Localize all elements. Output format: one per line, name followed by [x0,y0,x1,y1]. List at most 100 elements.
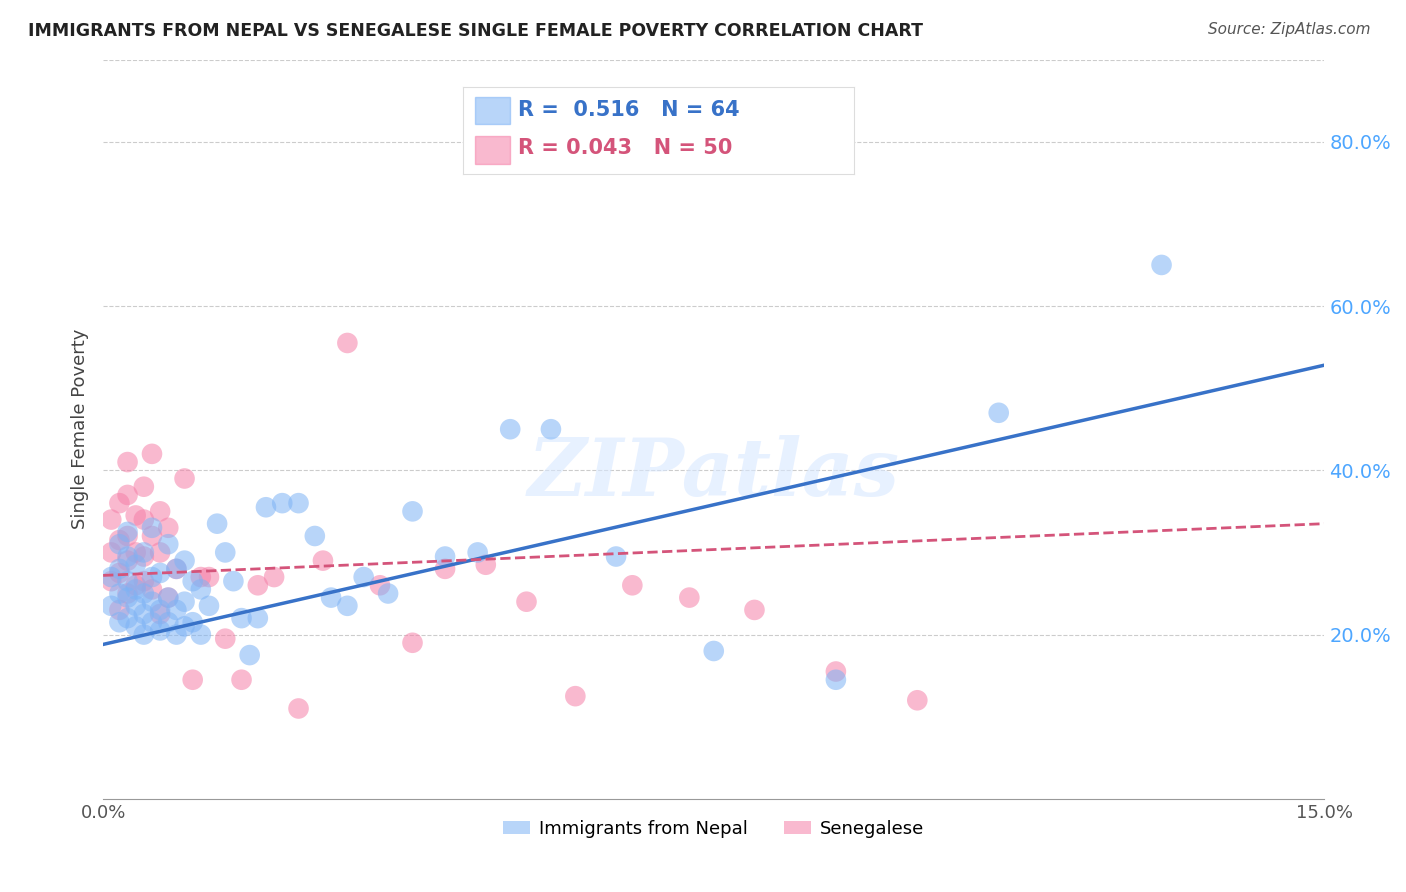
Point [157,615,180,630]
Point [564,689,586,703]
Point [157,521,180,535]
Point [117,574,139,589]
Point [181,615,204,630]
Point [222,574,245,589]
Point [100,512,122,526]
Point [117,549,139,564]
Text: ZIPatlas: ZIPatlas [527,434,900,512]
Text: Source: ZipAtlas.com: Source: ZipAtlas.com [1208,22,1371,37]
Point [117,591,139,605]
Point [125,545,148,559]
Point [246,611,269,625]
Point [149,607,172,621]
Point [515,595,537,609]
Point [100,574,122,589]
Point [125,508,148,523]
Point [132,627,155,641]
Point [117,529,139,543]
Point [132,545,155,559]
Point [165,603,187,617]
Point [434,549,457,564]
Point [108,562,131,576]
Point [312,554,335,568]
Point [173,595,195,609]
Point [231,611,253,625]
Point [353,570,375,584]
Point [181,574,204,589]
Point [254,500,277,515]
Point [368,578,391,592]
Point [141,521,163,535]
Point [165,562,187,576]
Point [287,701,309,715]
Point [117,524,139,539]
Point [214,545,236,559]
Point [173,554,195,568]
Point [100,599,122,613]
Point [905,693,928,707]
Point [141,529,163,543]
Point [125,582,148,597]
Point [434,562,457,576]
Point [540,422,562,436]
Point [117,455,139,469]
Point [1150,258,1173,272]
Point [678,591,700,605]
Point [401,504,423,518]
Point [141,595,163,609]
Point [132,512,155,526]
Point [621,578,644,592]
Point [825,665,848,679]
Point [198,599,221,613]
Point [117,611,139,625]
Point [198,570,221,584]
Point [125,558,148,572]
Text: IMMIGRANTS FROM NEPAL VS SENEGALESE SINGLE FEMALE POVERTY CORRELATION CHART: IMMIGRANTS FROM NEPAL VS SENEGALESE SING… [28,22,924,40]
Point [132,480,155,494]
Point [149,545,172,559]
Point [287,496,309,510]
Point [117,488,139,502]
Point [271,496,294,510]
Point [132,549,155,564]
Point [108,566,131,580]
Point [141,582,163,597]
Point [401,636,423,650]
Point [117,554,139,568]
Point [141,570,163,584]
Point [173,471,195,485]
Point [165,562,187,576]
Point [149,624,172,638]
Point [141,615,163,630]
Point [703,644,725,658]
Point [157,591,180,605]
Point [263,570,285,584]
Point [108,603,131,617]
Y-axis label: Single Female Poverty: Single Female Poverty [72,329,89,530]
Point [304,529,326,543]
Point [149,566,172,580]
Point [190,627,212,641]
Point [467,545,489,559]
Point [205,516,228,531]
Point [605,549,627,564]
Point [214,632,236,646]
Point [149,504,172,518]
Point [117,586,139,600]
Point [377,586,399,600]
Point [100,570,122,584]
Point [132,607,155,621]
Point [246,578,269,592]
Point [149,603,172,617]
Point [239,648,262,662]
Point [190,582,212,597]
Point [173,619,195,633]
Legend: Immigrants from Nepal, Senegalese: Immigrants from Nepal, Senegalese [496,813,932,846]
Point [987,406,1010,420]
Point [141,447,163,461]
Point [319,591,342,605]
Point [125,578,148,592]
Point [157,537,180,551]
Point [336,335,359,350]
Point [125,619,148,633]
